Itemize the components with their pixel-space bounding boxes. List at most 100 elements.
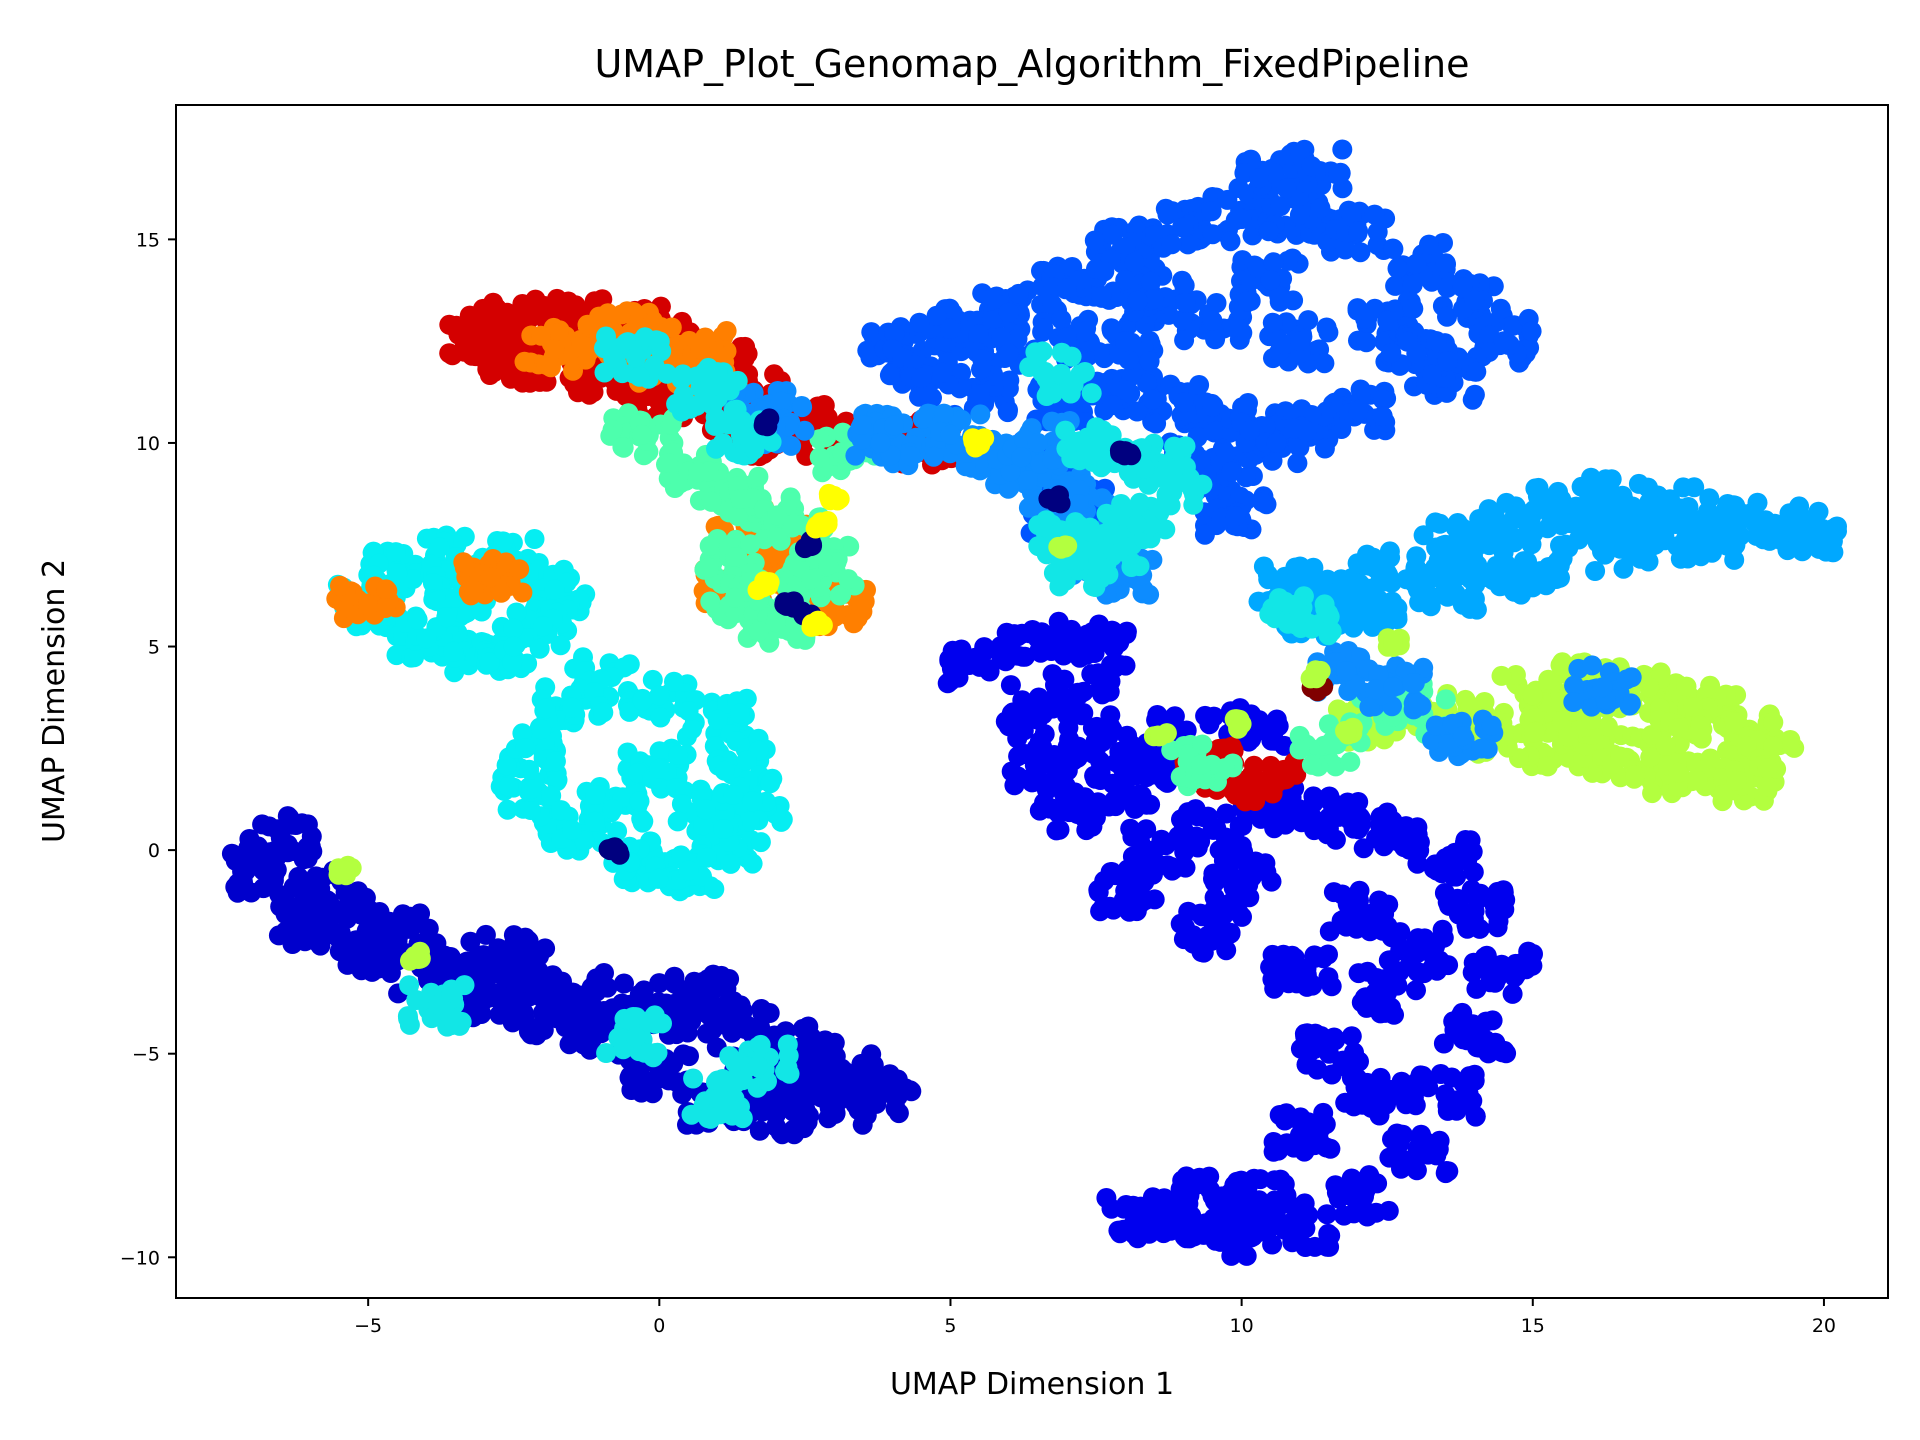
data-point (1372, 389, 1393, 410)
data-point (1464, 290, 1485, 311)
data-point (1174, 330, 1195, 351)
data-point (1316, 1137, 1337, 1158)
data-point (723, 991, 744, 1012)
data-point (1289, 1125, 1310, 1146)
data-point (1033, 318, 1054, 339)
data-point (1203, 706, 1224, 727)
data-point (497, 799, 518, 820)
data-point (1175, 292, 1196, 313)
data-point (1372, 406, 1393, 427)
data-point (707, 709, 728, 730)
data-point (1491, 665, 1512, 686)
data-point (1115, 237, 1136, 258)
data-point (1278, 1193, 1299, 1214)
data-point (1177, 234, 1198, 255)
data-point (532, 616, 553, 637)
data-point (1430, 1064, 1451, 1084)
data-point (1219, 1208, 1240, 1229)
data-point (1378, 1200, 1399, 1221)
data-point (1231, 209, 1252, 229)
data-point (1170, 913, 1191, 934)
data-point (1064, 626, 1085, 647)
data-point (1140, 271, 1161, 292)
data-point (1262, 1234, 1283, 1255)
data-point (1770, 525, 1791, 546)
data-point (1215, 442, 1236, 463)
data-point (1260, 270, 1281, 291)
data-point (1274, 334, 1295, 355)
data-point (1522, 563, 1543, 584)
data-point (1348, 400, 1369, 421)
data-point (1613, 558, 1634, 579)
data-point (1258, 221, 1279, 242)
data-point (1100, 862, 1121, 883)
data-point (1396, 816, 1416, 837)
data-point (695, 986, 716, 1007)
data-point (418, 918, 439, 939)
data-point (1419, 234, 1439, 255)
data-point (385, 542, 406, 563)
data-point (1141, 860, 1162, 880)
data-point (239, 829, 260, 849)
data-point (1347, 300, 1368, 321)
data-point (1249, 168, 1270, 189)
data-point (1363, 547, 1384, 568)
data-point (1655, 735, 1676, 756)
data-point (1038, 694, 1059, 715)
data-point (1668, 718, 1689, 738)
data-point (1377, 563, 1398, 584)
data-point (1433, 927, 1454, 948)
data-point (1341, 1051, 1362, 1071)
data-point (1460, 830, 1481, 851)
data-point (1254, 770, 1275, 791)
data-point (1558, 537, 1579, 558)
data-point (887, 1069, 908, 1090)
data-point (1313, 948, 1334, 969)
data-point (1249, 1221, 1270, 1242)
data-point (667, 811, 688, 832)
data-point (1402, 298, 1423, 319)
data-point (551, 800, 572, 821)
data-point (1124, 252, 1145, 273)
data-point (1185, 799, 1206, 820)
data-point (1757, 776, 1778, 797)
data-point (1102, 395, 1123, 416)
data-point (499, 776, 519, 797)
data-point (845, 1094, 866, 1115)
data-point (1263, 252, 1284, 273)
data-point (1520, 510, 1541, 531)
data-point (1008, 746, 1029, 767)
data-point (1233, 850, 1254, 871)
data-point (1406, 343, 1427, 364)
data-point (1315, 1114, 1336, 1135)
data-point (1464, 1064, 1485, 1085)
data-point (901, 1081, 922, 1102)
data-point (1546, 569, 1567, 589)
data-point (1314, 438, 1335, 459)
data-point (1639, 677, 1660, 698)
data-point (629, 791, 650, 812)
data-point (1464, 384, 1485, 405)
data-point (1348, 221, 1369, 242)
data-point (1360, 921, 1380, 942)
data-point (1157, 204, 1178, 225)
data-point (1115, 880, 1136, 901)
data-point (690, 339, 711, 360)
chart-title: UMAP_Plot_Genomap_Algorithm_FixedPipelin… (594, 42, 1469, 86)
data-point (1437, 351, 1458, 372)
data-point (998, 378, 1019, 399)
data-point (1189, 375, 1210, 395)
data-point (1110, 1223, 1130, 1244)
data-point (1073, 321, 1094, 342)
data-point (1348, 1186, 1369, 1207)
data-point (795, 1100, 816, 1121)
data-point (940, 318, 961, 339)
data-point (593, 1001, 614, 1021)
data-point (1264, 163, 1285, 184)
data-point (474, 986, 495, 1007)
data-point (503, 946, 524, 966)
data-point (374, 942, 395, 963)
data-point (1609, 520, 1630, 541)
data-point (1582, 479, 1603, 499)
data-point (1511, 953, 1532, 973)
